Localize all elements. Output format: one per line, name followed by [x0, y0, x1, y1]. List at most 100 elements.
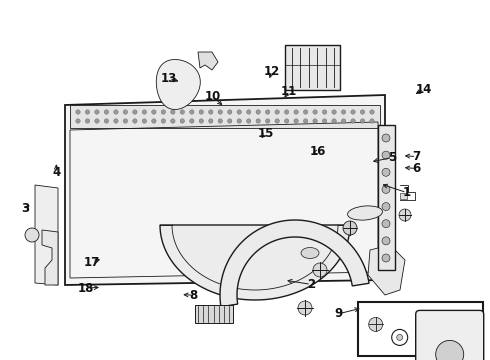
- Ellipse shape: [301, 248, 319, 258]
- Circle shape: [342, 119, 346, 123]
- Text: 14: 14: [416, 83, 432, 96]
- Text: 12: 12: [264, 65, 280, 78]
- Circle shape: [382, 185, 390, 193]
- Circle shape: [218, 110, 222, 114]
- Text: 10: 10: [205, 90, 221, 103]
- Circle shape: [313, 110, 318, 114]
- Circle shape: [123, 110, 127, 114]
- Circle shape: [332, 119, 336, 123]
- Text: 9: 9: [334, 307, 342, 320]
- Text: 18: 18: [77, 282, 94, 294]
- Circle shape: [303, 119, 308, 123]
- Circle shape: [199, 110, 203, 114]
- Text: 6: 6: [413, 162, 420, 175]
- Circle shape: [246, 119, 251, 123]
- Circle shape: [133, 110, 137, 114]
- Text: 1: 1: [403, 186, 411, 199]
- Circle shape: [227, 110, 232, 114]
- Ellipse shape: [347, 206, 382, 220]
- Circle shape: [142, 119, 147, 123]
- Circle shape: [180, 110, 185, 114]
- Text: 5: 5: [388, 151, 396, 164]
- Circle shape: [266, 110, 270, 114]
- Circle shape: [76, 119, 80, 123]
- Circle shape: [351, 119, 355, 123]
- Circle shape: [218, 119, 222, 123]
- Circle shape: [237, 110, 242, 114]
- Circle shape: [275, 110, 279, 114]
- Circle shape: [370, 110, 374, 114]
- Circle shape: [25, 228, 39, 242]
- Circle shape: [382, 151, 390, 159]
- Circle shape: [142, 110, 147, 114]
- Circle shape: [275, 119, 279, 123]
- Polygon shape: [35, 185, 58, 285]
- Circle shape: [85, 119, 90, 123]
- Circle shape: [382, 237, 390, 245]
- Circle shape: [399, 209, 411, 221]
- Circle shape: [227, 119, 232, 123]
- Circle shape: [397, 334, 403, 341]
- Circle shape: [114, 110, 118, 114]
- Circle shape: [199, 119, 203, 123]
- Bar: [358, 302, 483, 356]
- Circle shape: [95, 119, 99, 123]
- Circle shape: [246, 110, 251, 114]
- Circle shape: [190, 119, 194, 123]
- Text: 2: 2: [307, 278, 315, 291]
- Bar: [400, 193, 407, 199]
- Circle shape: [95, 110, 99, 114]
- Circle shape: [256, 110, 260, 114]
- Bar: [195, 305, 233, 323]
- Text: 11: 11: [281, 85, 297, 98]
- Circle shape: [322, 110, 327, 114]
- Circle shape: [313, 263, 327, 277]
- Bar: [285, 45, 340, 90]
- Circle shape: [104, 110, 109, 114]
- Polygon shape: [160, 225, 350, 300]
- Circle shape: [368, 318, 383, 332]
- Polygon shape: [42, 230, 58, 285]
- Circle shape: [266, 119, 270, 123]
- Polygon shape: [70, 105, 380, 128]
- Circle shape: [322, 119, 327, 123]
- Circle shape: [161, 110, 166, 114]
- Text: 16: 16: [309, 145, 326, 158]
- Text: 8: 8: [190, 289, 197, 302]
- Circle shape: [190, 110, 194, 114]
- Polygon shape: [378, 125, 395, 270]
- Polygon shape: [156, 59, 200, 109]
- FancyBboxPatch shape: [416, 310, 484, 360]
- Circle shape: [298, 301, 312, 315]
- Polygon shape: [368, 245, 405, 295]
- Circle shape: [285, 110, 289, 114]
- Polygon shape: [198, 52, 218, 70]
- Circle shape: [123, 119, 127, 123]
- Circle shape: [114, 119, 118, 123]
- Circle shape: [104, 119, 109, 123]
- Circle shape: [382, 168, 390, 176]
- Circle shape: [436, 341, 464, 360]
- Circle shape: [313, 119, 318, 123]
- Circle shape: [382, 134, 390, 142]
- Circle shape: [343, 221, 357, 235]
- Text: 13: 13: [161, 72, 177, 85]
- Circle shape: [382, 203, 390, 211]
- Circle shape: [152, 110, 156, 114]
- Circle shape: [133, 119, 137, 123]
- Circle shape: [180, 119, 185, 123]
- Circle shape: [85, 110, 90, 114]
- Polygon shape: [220, 220, 369, 307]
- Text: 7: 7: [413, 150, 420, 163]
- Circle shape: [76, 110, 80, 114]
- Text: 3: 3: [22, 202, 29, 215]
- Circle shape: [209, 119, 213, 123]
- Circle shape: [237, 119, 242, 123]
- Circle shape: [171, 110, 175, 114]
- Text: 15: 15: [257, 127, 274, 140]
- Circle shape: [294, 119, 298, 123]
- Circle shape: [382, 254, 390, 262]
- Circle shape: [161, 119, 166, 123]
- Circle shape: [370, 119, 374, 123]
- Circle shape: [209, 110, 213, 114]
